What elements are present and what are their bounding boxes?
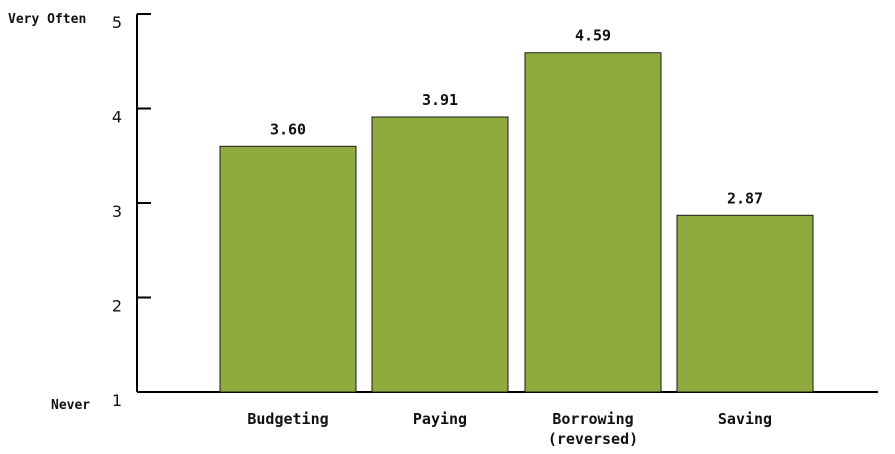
- bar: [676, 214, 814, 393]
- y-tick-label: 2: [112, 297, 122, 316]
- bar-value-label: 3.60: [270, 120, 306, 138]
- y-anchor-top-label: Very Often: [8, 12, 86, 27]
- y-tick-label: 1: [112, 391, 122, 410]
- category-label: Paying: [413, 410, 467, 428]
- bar: [371, 116, 509, 393]
- category-label: Saving: [718, 410, 772, 428]
- bar-value-label: 4.59: [575, 27, 611, 45]
- category-labels: Budgeting Paying Borrowing (reversed) Saving: [247, 410, 772, 448]
- bars: [219, 52, 814, 393]
- bar: [524, 52, 662, 393]
- y-tick-label: 3: [112, 202, 122, 221]
- y-tick-label: 5: [112, 13, 122, 32]
- value-labels: 3.60 3.91 4.59 2.87: [270, 27, 763, 208]
- category-label: Borrowing (reversed): [548, 410, 638, 448]
- bar: [219, 145, 357, 393]
- y-tick-label: 4: [112, 108, 122, 127]
- bar-value-label: 2.87: [727, 189, 763, 207]
- bar-value-label: 3.91: [422, 91, 458, 109]
- category-label: Budgeting: [247, 410, 328, 428]
- y-anchor-bottom-label: Never: [51, 398, 90, 413]
